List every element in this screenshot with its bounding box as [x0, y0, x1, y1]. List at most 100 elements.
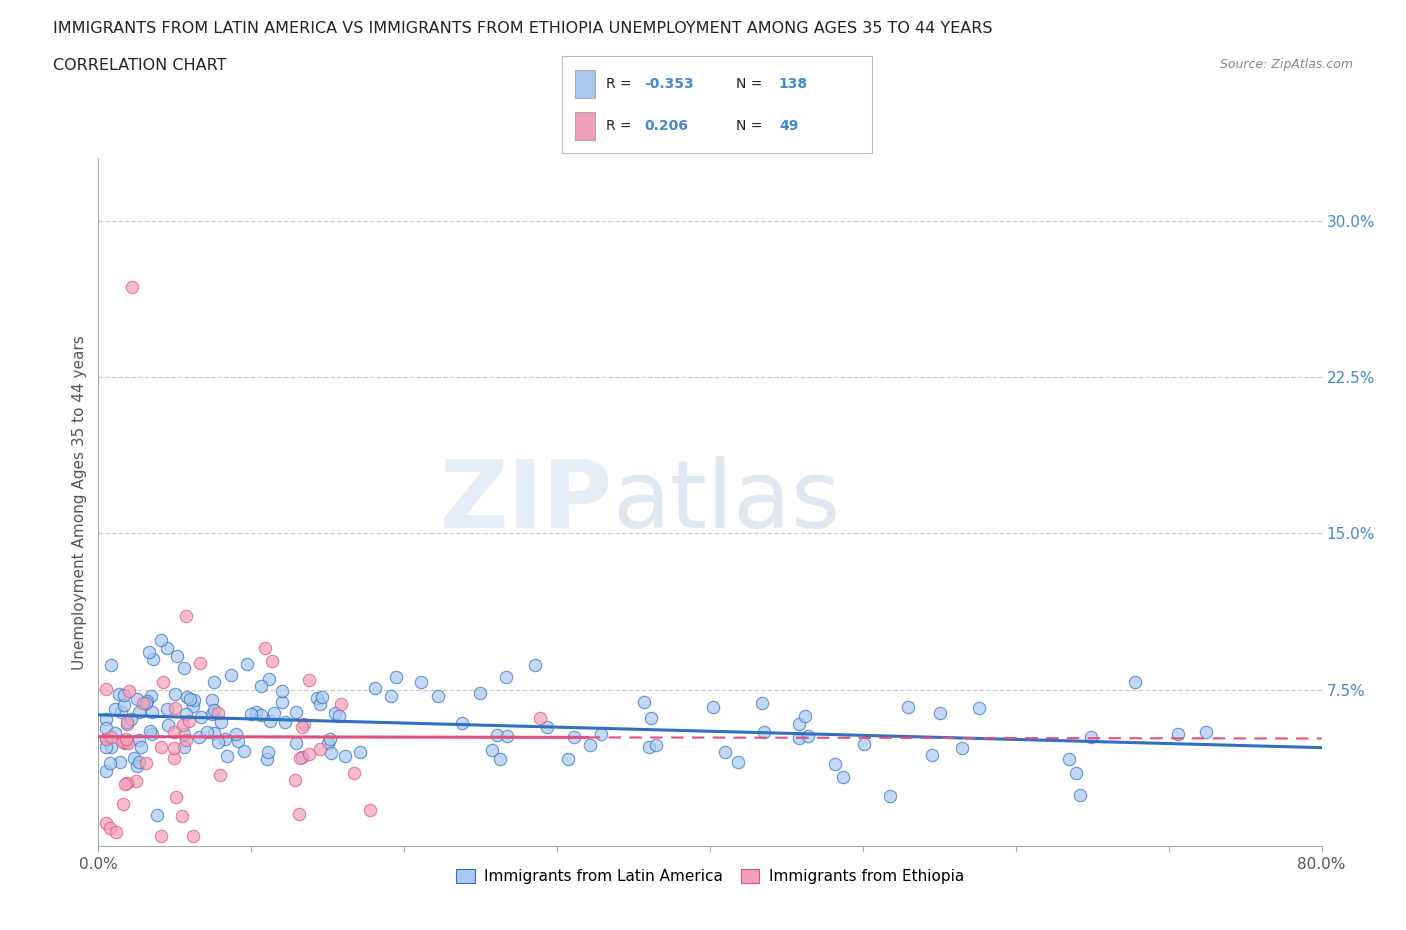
- Point: [333, 748, 356, 763]
- Point: [245, 705, 267, 720]
- Point: [254, 640, 277, 655]
- Point: [94, 711, 117, 726]
- Point: [183, 693, 205, 708]
- Point: [114, 736, 136, 751]
- Point: [141, 689, 163, 704]
- Point: [214, 732, 236, 747]
- Point: [752, 724, 775, 739]
- Point: [364, 680, 387, 695]
- Point: [94, 764, 117, 778]
- Point: [141, 727, 163, 742]
- Point: [94, 815, 117, 830]
- Point: [967, 700, 990, 715]
- Point: [138, 644, 160, 659]
- Point: [485, 727, 508, 742]
- Point: [112, 688, 135, 703]
- Text: -0.353: -0.353: [644, 76, 695, 90]
- Point: [640, 711, 662, 725]
- Point: [578, 737, 600, 752]
- Point: [257, 745, 280, 760]
- Point: [118, 684, 141, 698]
- Point: [727, 755, 749, 770]
- Point: [250, 679, 273, 694]
- Point: [319, 745, 342, 760]
- Point: [117, 735, 139, 750]
- Text: 49: 49: [779, 119, 799, 133]
- Point: [128, 733, 150, 748]
- Point: [426, 688, 449, 703]
- Point: [787, 731, 810, 746]
- Point: [115, 776, 138, 790]
- Point: [105, 824, 128, 839]
- Point: [201, 706, 224, 721]
- Point: [104, 701, 127, 716]
- Point: [135, 696, 157, 711]
- Point: [181, 698, 204, 713]
- Point: [165, 790, 187, 804]
- Point: [183, 829, 205, 844]
- Point: [496, 729, 519, 744]
- Point: [274, 715, 297, 730]
- Point: [207, 706, 229, 721]
- Point: [202, 725, 225, 740]
- Point: [146, 807, 169, 822]
- Point: [226, 733, 249, 748]
- Point: [179, 692, 201, 707]
- Point: [211, 714, 233, 729]
- Point: [122, 751, 145, 765]
- Point: [292, 716, 315, 731]
- Point: [149, 829, 172, 844]
- Point: [179, 713, 201, 728]
- Point: [523, 658, 546, 672]
- Point: [233, 744, 256, 759]
- Point: [329, 697, 352, 711]
- Point: [94, 682, 117, 697]
- Bar: [575, 113, 595, 140]
- Point: [135, 756, 157, 771]
- Point: [176, 609, 198, 624]
- Text: N =: N =: [735, 76, 766, 90]
- Point: [797, 728, 820, 743]
- Point: [284, 705, 307, 720]
- Point: [202, 674, 225, 689]
- Point: [156, 701, 179, 716]
- Point: [163, 701, 186, 716]
- Point: [557, 751, 579, 766]
- Text: ZIP: ZIP: [439, 457, 612, 548]
- Point: [94, 731, 117, 746]
- Point: [384, 670, 406, 684]
- Text: R =: R =: [606, 76, 636, 90]
- Point: [174, 707, 197, 722]
- Point: [879, 789, 901, 804]
- Point: [259, 714, 281, 729]
- Point: [536, 719, 558, 734]
- Point: [263, 706, 285, 721]
- Text: CORRELATION CHART: CORRELATION CHART: [53, 58, 226, 73]
- Point: [166, 648, 188, 663]
- Point: [1195, 724, 1218, 739]
- Point: [298, 673, 321, 688]
- Point: [163, 740, 186, 755]
- Point: [100, 739, 122, 754]
- Point: [96, 732, 118, 747]
- Point: [270, 695, 292, 710]
- Point: [921, 748, 943, 763]
- Point: [288, 751, 311, 765]
- Point: [115, 714, 138, 729]
- Point: [125, 774, 148, 789]
- Point: [104, 725, 127, 740]
- Point: [309, 697, 332, 711]
- Point: [219, 668, 242, 683]
- Point: [201, 693, 224, 708]
- Point: [152, 674, 174, 689]
- Point: [94, 721, 117, 736]
- Point: [115, 716, 138, 731]
- Point: [215, 749, 238, 764]
- Point: [319, 731, 342, 746]
- Text: N =: N =: [735, 119, 766, 133]
- Point: [163, 751, 186, 765]
- Point: [1064, 765, 1087, 780]
- Point: [174, 733, 197, 748]
- Point: [190, 710, 212, 724]
- Point: [318, 736, 340, 751]
